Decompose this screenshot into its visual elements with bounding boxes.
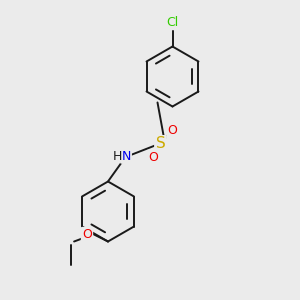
Text: Cl: Cl xyxy=(167,16,178,29)
Text: H: H xyxy=(112,149,122,163)
Text: O: O xyxy=(82,228,92,241)
Text: O: O xyxy=(168,124,177,137)
Text: N: N xyxy=(121,149,131,163)
Text: O: O xyxy=(148,151,158,164)
Text: S: S xyxy=(156,136,165,152)
